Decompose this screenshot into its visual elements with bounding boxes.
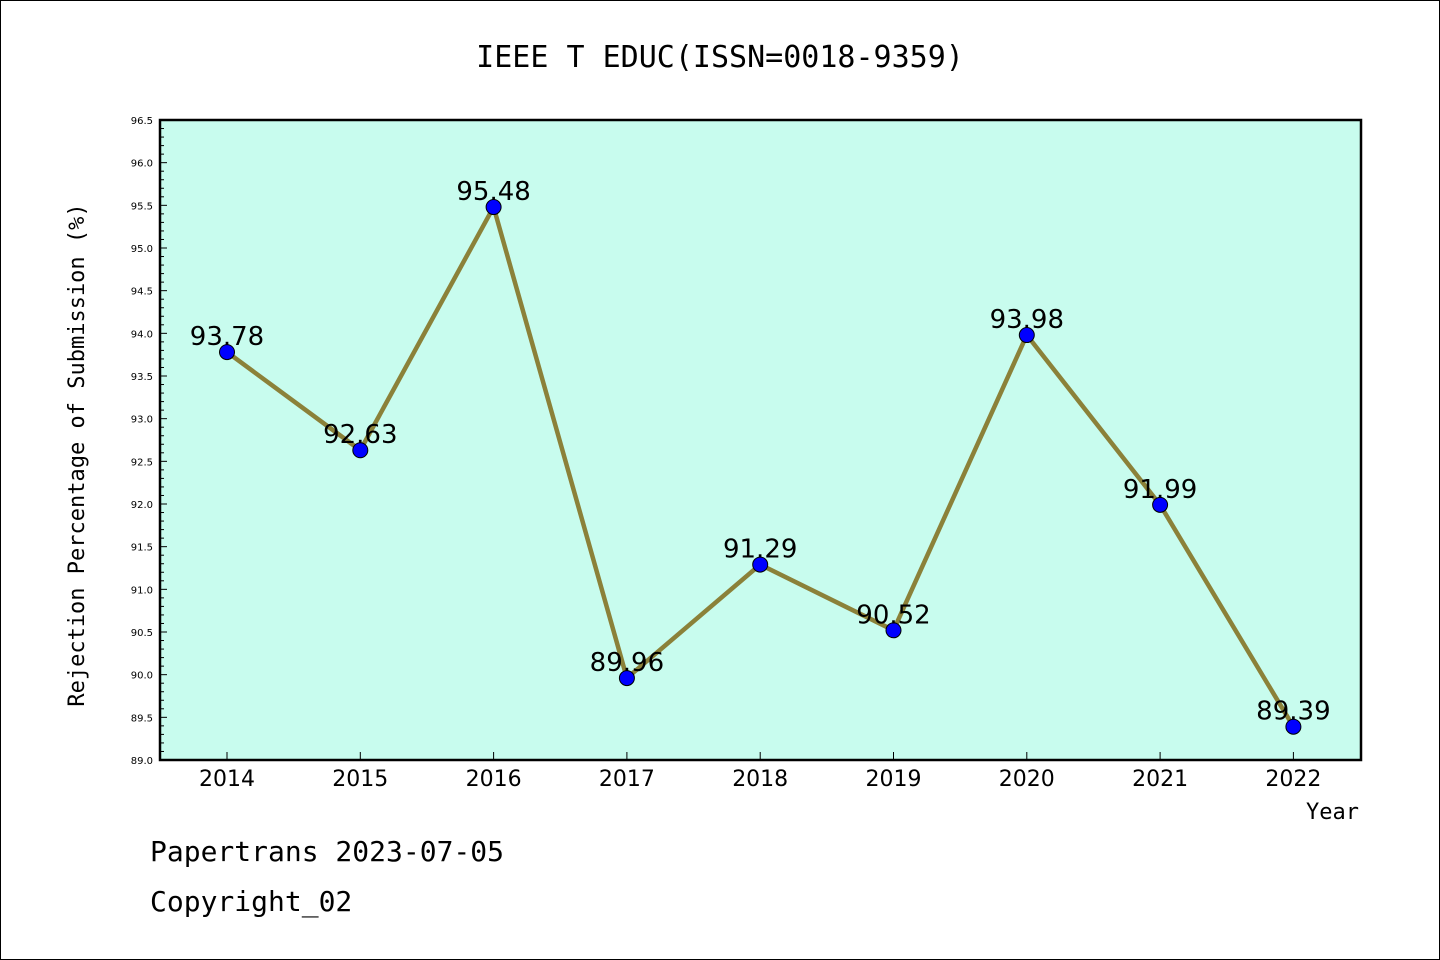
x-tick-label: 2014 (199, 767, 255, 792)
y-tick-label: 94.0 (131, 329, 153, 340)
data-label: 93.98 (990, 305, 1064, 335)
series-group (219, 199, 1302, 735)
y-tick-label: 89.5 (131, 713, 153, 724)
y-tick-label: 96.5 (131, 116, 153, 127)
chart-title: IEEE T EDUC(ISSN=0018-9359) (476, 40, 964, 75)
x-tick-label: 2021 (1132, 767, 1188, 792)
plot-area (160, 120, 1361, 760)
plot-border (158, 118, 1363, 762)
y-tick-label: 96.0 (131, 159, 153, 170)
y-tick-label: 91.0 (131, 585, 153, 596)
y-tick-label: 92.5 (131, 457, 153, 468)
footer-date: Papertrans 2023-07-05 (150, 835, 505, 868)
y-tick-label: 94.5 (131, 287, 153, 298)
x-tick-label: 2015 (332, 767, 388, 792)
data-label: 95.48 (456, 177, 530, 207)
data-point (618, 670, 635, 687)
data-point (1152, 496, 1169, 513)
y-axis: 89.0 89.5 90.0 90.5 91.0 91.5 92.0 92.5 93.0 93.5… (131, 116, 167, 767)
x-tick-label: 2016 (466, 767, 522, 792)
data-point (219, 344, 235, 361)
data-label: 91.29 (723, 535, 797, 565)
x-tick-label: 2022 (1265, 767, 1321, 792)
data-point (1018, 327, 1035, 344)
data-label: 91.99 (1123, 475, 1197, 505)
y-axis-label: Rejection Percentage of Submission (%) (65, 203, 90, 706)
y-tick-label: 92.0 (131, 500, 153, 511)
y-tick-label: 93.5 (131, 372, 153, 383)
data-label: 93.78 (190, 322, 264, 352)
y-tick-label: 90.5 (131, 628, 153, 639)
y-tick-label: 95.5 (131, 201, 153, 212)
x-axis-label: Year (1306, 800, 1359, 825)
y-tick-label: 91.5 (131, 543, 153, 554)
data-point (485, 199, 502, 216)
data-label: 89.96 (590, 648, 664, 678)
x-tick-label: 2020 (999, 767, 1055, 792)
data-point (352, 442, 369, 459)
x-tick-label: 2019 (866, 767, 922, 792)
x-tick-label: 2017 (599, 767, 655, 792)
data-label: 90.52 (856, 600, 930, 630)
data-label: 89.39 (1256, 697, 1330, 727)
data-point (752, 556, 769, 573)
y-tick-label: 90.0 (131, 671, 153, 682)
footer-copyright: Copyright_02 (150, 885, 353, 918)
data-label: 92.63 (323, 420, 397, 450)
data-labels: 93.78 92.63 95.48 89.96 91.29 90.52 93.98 91.99… (190, 177, 1331, 727)
data-point (885, 622, 902, 639)
y-tick-label: 89.0 (131, 756, 153, 767)
x-axis: 2014 2015 2016 2017 2018 2019 2020 2021 2022 (199, 752, 1321, 792)
data-point (1285, 718, 1302, 735)
x-tick-label: 2018 (732, 767, 788, 792)
y-tick-label: 93.0 (131, 415, 153, 426)
y-tick-label: 95.0 (131, 244, 153, 255)
